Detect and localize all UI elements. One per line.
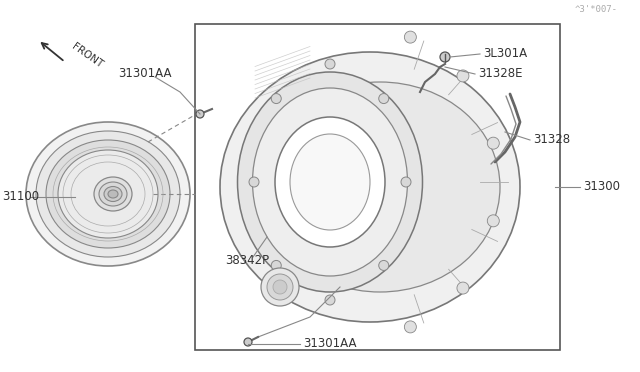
Ellipse shape [253,88,408,276]
Circle shape [440,52,450,62]
Circle shape [244,338,252,346]
Circle shape [196,110,204,118]
Ellipse shape [220,52,520,322]
Text: 31300: 31300 [583,180,620,193]
Ellipse shape [94,177,132,211]
Ellipse shape [104,186,122,202]
Ellipse shape [290,134,370,230]
Ellipse shape [260,82,500,292]
Circle shape [325,295,335,305]
Circle shape [487,215,499,227]
Ellipse shape [26,122,190,266]
Text: 31100: 31100 [2,190,39,203]
Circle shape [271,94,281,103]
Ellipse shape [273,280,287,294]
Circle shape [487,137,499,149]
Circle shape [325,59,335,69]
Ellipse shape [108,190,118,198]
Circle shape [404,31,417,43]
Ellipse shape [46,140,170,248]
Circle shape [457,282,469,294]
Text: 31328: 31328 [533,133,570,146]
Circle shape [404,321,417,333]
Text: 31328E: 31328E [478,67,522,80]
Circle shape [249,177,259,187]
Text: 31301AA: 31301AA [303,337,356,350]
Ellipse shape [99,182,127,206]
Ellipse shape [267,274,293,300]
Text: 3L301A: 3L301A [483,47,527,60]
Text: 31301AA: 31301AA [118,67,172,80]
Circle shape [271,260,281,270]
Text: FRONT: FRONT [70,42,104,70]
Circle shape [401,177,411,187]
Circle shape [379,94,388,103]
Ellipse shape [237,72,422,292]
Bar [195,24,560,350]
Ellipse shape [58,150,158,238]
Text: 38342P: 38342P [225,254,269,267]
Ellipse shape [261,268,299,306]
Text: ^3'*007-: ^3'*007- [575,5,618,14]
Ellipse shape [275,117,385,247]
Ellipse shape [36,131,180,257]
Circle shape [457,70,469,82]
Circle shape [379,260,388,270]
